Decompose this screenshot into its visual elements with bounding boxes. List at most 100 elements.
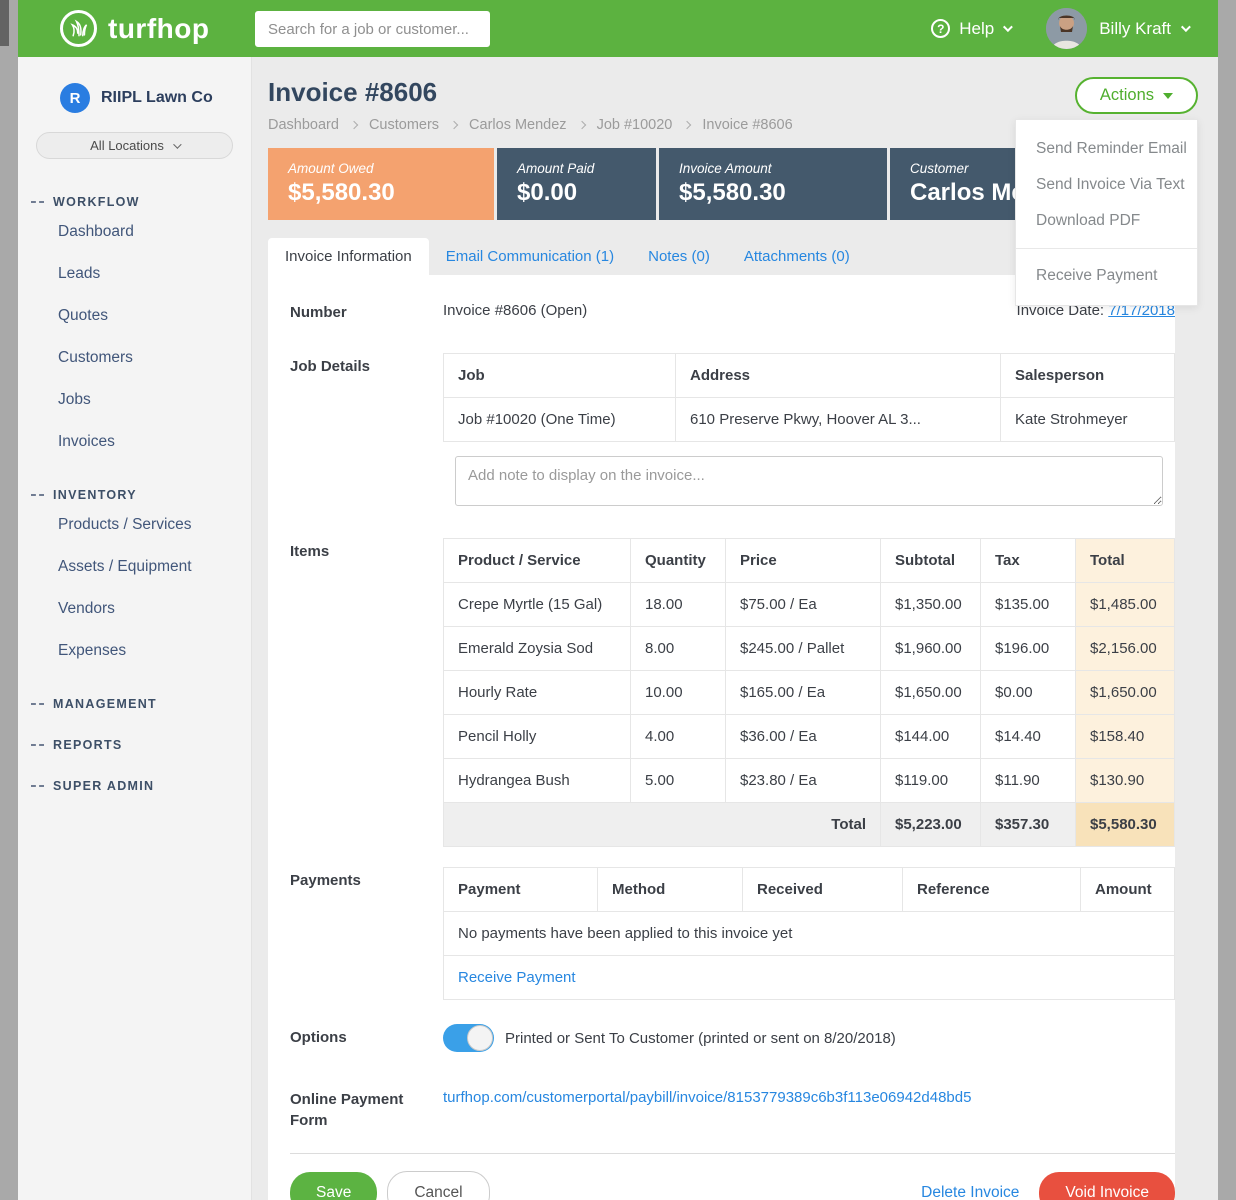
sidebar-item-invoices[interactable]: Invoices: [58, 433, 115, 450]
tab-notes[interactable]: Notes (0): [648, 248, 710, 265]
number-value: Invoice #8606 (Open): [443, 302, 588, 319]
nav-section-inventory[interactable]: INVENTORY: [18, 486, 251, 504]
sidebar-item-dashboard[interactable]: Dashboard: [58, 223, 134, 240]
menu-item-send-invoice-via-text[interactable]: Send Invoice Via Text: [1036, 176, 1185, 193]
tab-invoice-information[interactable]: Invoice Information: [268, 238, 429, 275]
actions-button[interactable]: Actions: [1074, 77, 1198, 114]
printed-sent-toggle[interactable]: [443, 1024, 494, 1052]
topbar: turfhop ? Help Billy Kraft: [18, 0, 1218, 57]
section-dash-icon: [31, 201, 44, 203]
user-menu[interactable]: Billy Kraft: [1099, 19, 1191, 39]
item-row: Hourly Rate 10.00 $165.00 / Ea $1,650.00…: [443, 670, 1175, 715]
job-details-row: Job Details Job Address Salesperson Job …: [290, 353, 1175, 510]
sidebar-item-products-services[interactable]: Products / Services: [58, 516, 192, 533]
breadcrumb-current: Invoice #8606: [702, 117, 793, 133]
chevron-right-icon: [449, 120, 459, 130]
sidebar-item-expenses[interactable]: Expenses: [58, 642, 127, 659]
tab-email-communication[interactable]: Email Communication (1): [445, 248, 615, 265]
right-scrollbar-track[interactable]: [1218, 0, 1236, 1200]
total-subtotal: $5,223.00: [880, 802, 981, 847]
left-scrollbar-thumb[interactable]: [0, 0, 9, 46]
item-row: Crepe Myrtle (15 Gal) 18.00 $75.00 / Ea …: [443, 582, 1175, 627]
chevron-right-icon: [683, 120, 692, 130]
address-col-header: Address: [675, 353, 1001, 398]
save-button[interactable]: Save: [290, 1172, 378, 1200]
item-row: Pencil Holly 4.00 $36.00 / Ea $144.00 $1…: [443, 714, 1175, 759]
chevron-down-icon: [1003, 22, 1014, 33]
invoice-note-input[interactable]: [455, 456, 1163, 506]
tab-attachments[interactable]: Attachments (0): [743, 248, 850, 265]
breadcrumb-customers[interactable]: Customers: [368, 117, 440, 133]
item-row: Hydrangea Bush 5.00 $23.80 / Ea $119.00 …: [443, 758, 1175, 803]
menu-divider: [1016, 248, 1197, 249]
nav-section-reports[interactable]: REPORTS: [18, 736, 251, 754]
breadcrumb: Dashboard Customers Carlos Mendez Job #1…: [268, 117, 1218, 133]
user-avatar[interactable]: [1046, 8, 1088, 49]
sidebar-item-vendors[interactable]: Vendors: [58, 600, 115, 617]
locations-selector[interactable]: All Locations: [36, 132, 233, 159]
stat-invoice-amount: Invoice Amount $5,580.30: [659, 148, 887, 220]
brand-name: turfhop: [108, 12, 210, 44]
section-dash-icon: [31, 744, 44, 746]
job-details-label: Job Details: [290, 358, 371, 375]
job-col-header: Job: [443, 353, 676, 398]
nav-section-management[interactable]: MANAGEMENT: [18, 695, 251, 713]
help-menu[interactable]: ? Help: [931, 19, 1014, 39]
items-label: Items: [290, 543, 330, 560]
payments-header-row: Payment Method Received Reference Amount: [443, 867, 1175, 912]
online-payment-link[interactable]: turfhop.com/customerportal/paybill/invoi…: [443, 1089, 972, 1106]
nav-section-workflow[interactable]: WORKFLOW: [18, 193, 251, 211]
payments-action-row: Receive Payment: [443, 955, 1175, 1000]
footer-actions: Save Cancel Delete Invoice Void Invoice: [290, 1171, 1175, 1200]
items-table: Product / Service Quantity Price Subtota…: [443, 538, 1175, 847]
menu-item-receive-payment[interactable]: Receive Payment: [1036, 267, 1158, 284]
sidebar-item-jobs[interactable]: Jobs: [58, 391, 91, 408]
address-cell: 610 Preserve Pkwy, Hoover AL 3...: [675, 397, 1001, 442]
locations-label: All Locations: [90, 138, 164, 153]
grass-icon: [60, 10, 97, 47]
sidebar-item-customers[interactable]: Customers: [58, 349, 133, 366]
sidebar-item-leads[interactable]: Leads: [58, 265, 101, 282]
items-row: Items Product / Service Quantity Price S…: [290, 538, 1175, 847]
help-icon: ?: [931, 19, 951, 38]
payments-table: Payment Method Received Reference Amount…: [443, 867, 1175, 1000]
void-invoice-button[interactable]: Void Invoice: [1039, 1172, 1175, 1200]
options-label: Options: [290, 1029, 347, 1046]
invoice-date: Invoice Date: 7/17/2018: [1016, 302, 1175, 319]
sidebar-nav: WORKFLOW Dashboard Leads Quotes Customer…: [18, 193, 251, 795]
total-label: Total: [443, 802, 881, 847]
section-dash-icon: [31, 703, 44, 705]
brand-logo[interactable]: turfhop: [60, 10, 209, 47]
sidebar-item-quotes[interactable]: Quotes: [58, 307, 108, 324]
invoice-date-link[interactable]: 7/17/2018: [1108, 302, 1175, 319]
company-name: RIIPL Lawn Co: [101, 89, 213, 106]
breadcrumb-customer-name[interactable]: Carlos Mendez: [469, 117, 567, 133]
delete-invoice-link[interactable]: Delete Invoice: [921, 1184, 1020, 1200]
chevron-down-icon: [1180, 22, 1191, 33]
stat-amount-owed: Amount Owed $5,580.30: [268, 148, 494, 220]
menu-item-send-reminder-email[interactable]: Send Reminder Email: [1036, 140, 1187, 157]
item-row: Emerald Zoysia Sod 8.00 $245.00 / Pallet…: [443, 626, 1175, 671]
search-input[interactable]: [255, 11, 490, 47]
online-payment-label: Online Payment Form: [290, 1091, 404, 1129]
cancel-button[interactable]: Cancel: [387, 1171, 490, 1200]
options-row: Options Printed or Sent To Customer (pri…: [290, 1024, 1175, 1052]
breadcrumb-job[interactable]: Job #10020: [596, 117, 673, 133]
menu-item-download-pdf[interactable]: Download PDF: [1036, 212, 1141, 229]
payments-empty-row: No payments have been applied to this in…: [443, 911, 1175, 956]
breadcrumb-dashboard[interactable]: Dashboard: [268, 117, 339, 133]
salesperson-col-header: Salesperson: [1000, 353, 1175, 398]
sidebar-item-assets-equipment[interactable]: Assets / Equipment: [58, 558, 192, 575]
online-payment-row: Online Payment Form turfhop.com/customer…: [290, 1086, 1175, 1131]
invoice-panel: Number Invoice #8606 (Open) Invoice Date…: [268, 275, 1175, 1200]
nav-section-super-admin[interactable]: SUPER ADMIN: [18, 777, 251, 795]
chevron-down-icon: [173, 139, 182, 149]
total-tax: $357.30: [980, 802, 1076, 847]
footer-divider: [290, 1153, 1175, 1154]
receive-payment-link[interactable]: Receive Payment: [458, 969, 576, 986]
number-label: Number: [290, 304, 347, 321]
chevron-right-icon: [577, 120, 586, 130]
payments-empty-message: No payments have been applied to this in…: [443, 911, 1175, 956]
left-scrollbar-track[interactable]: [0, 0, 18, 1200]
